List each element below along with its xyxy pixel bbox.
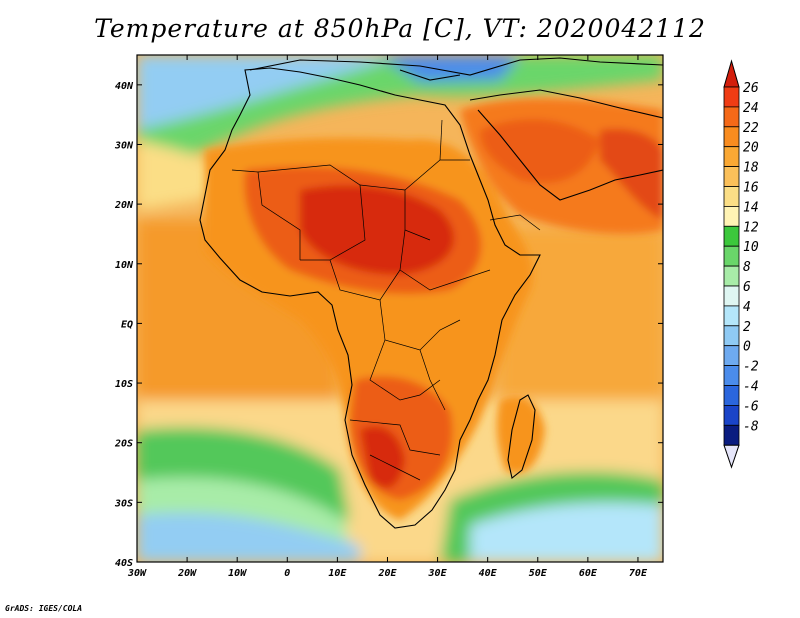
lat-tick-label: 10N [115,260,134,271]
colorbar-level-label: 20 [743,141,759,156]
colorbar-swatch [723,166,740,187]
colorbar-level-label: 8 [743,260,751,275]
coastlines [199,57,663,529]
country-borders [231,119,541,481]
longitude-axis: 30W 20W 10W 0 10E 20E 30E 40E 50E 60E 70E [127,55,648,579]
colorbar-swatch [723,345,740,367]
plot-frame [136,54,664,563]
lon-tick-label: 70E [629,568,648,579]
colorbar-level-label: -2 [743,360,759,375]
colorbar-swatch [723,285,740,307]
lat-tick-label: 10S [115,379,133,390]
credit-text: GrADS: IGES/COLA [5,604,83,613]
colorbar-swatch [723,325,740,347]
colorbar-level-label: 4 [743,300,751,315]
colorbar-level-label: 22 [743,121,759,136]
colorbar-min-triangle [723,444,740,469]
lat-tick-label: 40N [115,81,134,92]
lon-tick-label: 0 [284,568,290,579]
lat-tick-label: EQ [121,319,133,330]
colorbar-level-label: 6 [743,280,751,295]
colorbar-swatch [723,106,740,128]
lon-tick-label: 40E [479,568,498,579]
colorbar-swatch [723,126,740,148]
colorbar-swatch [723,186,740,207]
lon-tick-label: 20E [377,568,397,579]
map-title: Temperature at 850hPa [C], VT: 202004211… [94,14,706,43]
lat-tick-label: 20N [114,200,134,211]
lat-tick-label: 30N [114,140,134,151]
lat-tick-label: 20S [114,439,133,450]
lon-tick-label: 60E [579,568,598,579]
colorbar-swatch [723,146,740,167]
colorbar-level-label: 10 [743,240,759,255]
colorbar-level-label: 12 [743,220,759,235]
colorbar-swatch [723,424,740,446]
colorbar-level-label: 24 [743,101,759,116]
lon-tick-label: 10W [228,568,247,579]
lon-tick-label: 20W [177,568,197,579]
colorbar-level-label: 16 [743,181,759,196]
colorbar-swatch [723,205,740,227]
colorbar-level-label: -4 [743,380,759,395]
lat-tick-label: 40S [115,558,133,569]
lat-tick-label: 30S [114,498,133,509]
colorbar-level-label: -6 [743,399,759,414]
colorbar-swatch [723,305,740,327]
lon-tick-label: 10E [328,568,347,579]
colorbar-level-label: 14 [743,200,759,215]
colorbar-swatch [723,404,740,426]
temperature-field [137,55,663,562]
colorbar-swatch [723,86,740,108]
colorbar-level-label: 26 [743,81,759,96]
colorbar-swatch [723,265,740,287]
colorbar-swatch [723,365,740,386]
colorbar-level-label: 0 [743,340,751,355]
latitude-axis: 40N 30N 20N 10N EQ 10S 20S 30S 40S [114,81,663,569]
colorbar-swatch [723,245,740,267]
colorbar-level-label: 2 [743,320,751,335]
colorbar-swatch [723,225,740,247]
colorbar-max-triangle [723,59,740,88]
colorbar-level-label: 18 [743,161,759,176]
colorbar-swatch [723,385,740,406]
lon-tick-label: 30E [428,568,448,579]
colorbar-level-label: -8 [743,419,759,434]
lon-tick-label: 30W [127,568,147,579]
lon-tick-label: 50E [529,568,548,579]
